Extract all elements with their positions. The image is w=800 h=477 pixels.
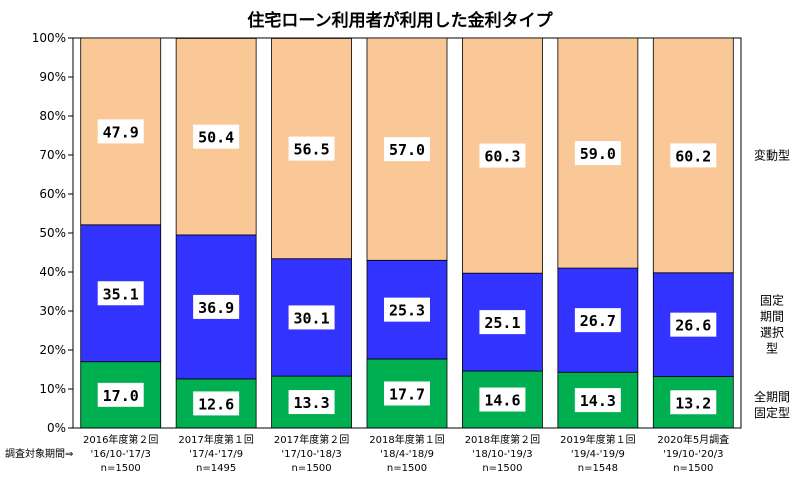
data-label: 17.7 bbox=[389, 385, 425, 403]
data-label: 47.9 bbox=[103, 123, 139, 141]
category-label: 2016年度第２回 bbox=[83, 433, 158, 446]
category-label: 2019年度第１回 bbox=[560, 433, 635, 446]
data-label: 57.0 bbox=[389, 141, 425, 159]
data-label-box bbox=[574, 308, 621, 333]
legend-label: 選択 bbox=[760, 326, 784, 340]
data-label: 36.9 bbox=[198, 299, 234, 317]
data-label: 60.3 bbox=[484, 148, 520, 166]
category-period: '19/10-'20/3 bbox=[663, 449, 723, 460]
data-label: 56.5 bbox=[294, 141, 330, 159]
data-label: 30.1 bbox=[294, 309, 330, 327]
data-label-box bbox=[193, 391, 240, 416]
data-label: 13.2 bbox=[675, 394, 711, 412]
category-sample-size: n=1548 bbox=[578, 463, 618, 474]
y-tick-label: 0% bbox=[47, 421, 66, 435]
data-label: 13.3 bbox=[294, 394, 330, 412]
data-label-box bbox=[670, 312, 717, 337]
y-tick-label: 60% bbox=[39, 187, 66, 201]
data-label-box bbox=[479, 143, 526, 168]
category-period: '17/4-'17/9 bbox=[189, 449, 243, 460]
y-tick-label: 100% bbox=[32, 31, 66, 45]
data-label-box bbox=[670, 143, 717, 168]
y-tick-label: 30% bbox=[39, 304, 66, 318]
data-label-box bbox=[193, 124, 240, 149]
category-label: 2018年度第１回 bbox=[369, 433, 444, 446]
legend-label: 固定 bbox=[760, 293, 784, 308]
category-label: 2018年度第２回 bbox=[465, 433, 540, 446]
data-label-box bbox=[97, 281, 144, 306]
data-label-box bbox=[193, 294, 240, 319]
plot-area: 17.0 35.1 47.9 12.6 36.9 50.4 13.3 30.1 56.5 17.7… bbox=[72, 37, 742, 429]
data-label-box bbox=[97, 382, 144, 407]
data-label-box bbox=[97, 119, 144, 144]
data-label: 26.6 bbox=[675, 317, 711, 335]
y-tick-label: 20% bbox=[39, 343, 66, 357]
data-label: 25.3 bbox=[389, 302, 425, 320]
data-label-box bbox=[288, 136, 335, 161]
data-label-box bbox=[288, 390, 335, 415]
y-tick-label: 90% bbox=[39, 70, 66, 84]
y-axis: 0% 10% 20% 30% 40% 50% 60% 70% 80% 90% 100% bbox=[32, 31, 74, 435]
category-label: 2020年5月調査 bbox=[657, 433, 729, 446]
data-label-box bbox=[670, 390, 717, 415]
category-sample-size: n=1495 bbox=[196, 463, 236, 474]
legend-label: 固定型 bbox=[754, 405, 790, 420]
category-period: '16/10-'17/3 bbox=[91, 449, 151, 460]
category-sample-size: n=1500 bbox=[291, 463, 331, 474]
y-tick-label: 70% bbox=[39, 148, 66, 162]
category-sample-size: n=1500 bbox=[673, 463, 713, 474]
data-label-box bbox=[384, 297, 430, 322]
y-tick-label: 80% bbox=[39, 109, 66, 123]
data-label-box bbox=[479, 310, 526, 335]
legend-label: 全期間 bbox=[754, 389, 790, 404]
data-label: 25.1 bbox=[484, 314, 520, 332]
data-label: 35.1 bbox=[103, 285, 139, 303]
data-label-box bbox=[574, 388, 621, 413]
category-sample-size: n=1500 bbox=[482, 463, 522, 474]
category-sample-size: n=1500 bbox=[387, 463, 427, 474]
y-tick-label: 40% bbox=[39, 265, 66, 279]
category-period: '18/10-'19/3 bbox=[472, 449, 532, 460]
data-label-box bbox=[288, 305, 335, 330]
data-label: 12.6 bbox=[198, 395, 234, 413]
y-tick-label: 10% bbox=[39, 382, 66, 396]
category-sample-size: n=1500 bbox=[101, 463, 141, 474]
data-label: 60.2 bbox=[675, 147, 711, 165]
chart-title: 住宅ローン利用者が利用した金利タイプ bbox=[247, 10, 553, 31]
category-period: '19/4-'19/9 bbox=[571, 449, 625, 460]
legend-label: 変動型 bbox=[754, 147, 790, 162]
data-label: 50.4 bbox=[198, 129, 234, 147]
data-label: 26.7 bbox=[580, 312, 616, 330]
data-label: 59.0 bbox=[580, 145, 616, 163]
legend-label: 期間 bbox=[760, 310, 784, 324]
data-label: 17.0 bbox=[103, 387, 139, 405]
data-label-box bbox=[479, 387, 526, 412]
data-label-box bbox=[384, 137, 430, 162]
category-label: 2017年度第２回 bbox=[274, 433, 349, 446]
data-label: 14.3 bbox=[580, 392, 616, 410]
x-axis: 調査対象期間⇒ 2016年度第２回 '16/10-'17/3 n=1500 2017年… bbox=[5, 427, 741, 474]
survey-period-label: 調査対象期間⇒ bbox=[5, 447, 73, 460]
category-label: 2017年度第１回 bbox=[178, 433, 253, 446]
y-tick-label: 50% bbox=[39, 226, 66, 240]
data-label: 14.6 bbox=[484, 392, 520, 410]
legend-label: 型 bbox=[766, 342, 778, 356]
category-period: '18/4-'18/9 bbox=[380, 449, 434, 460]
data-label-box bbox=[574, 141, 621, 166]
category-period: '17/10-'18/3 bbox=[281, 449, 341, 460]
data-label-box bbox=[384, 381, 430, 406]
